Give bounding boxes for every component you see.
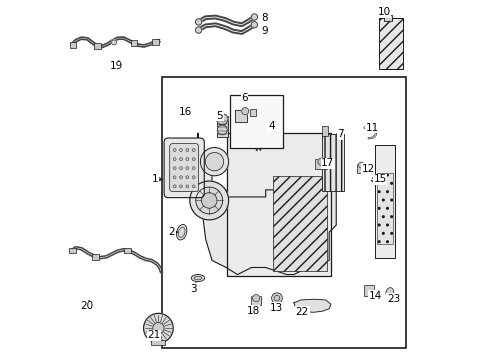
- Circle shape: [195, 19, 202, 25]
- Bar: [226, 134, 330, 276]
- Circle shape: [143, 313, 173, 343]
- Circle shape: [179, 176, 182, 179]
- Text: 15: 15: [372, 174, 386, 184]
- Bar: [364, 285, 374, 296]
- Circle shape: [251, 22, 257, 28]
- Bar: [81, 303, 89, 310]
- Text: 8: 8: [261, 13, 268, 23]
- Text: 4: 4: [267, 121, 274, 131]
- Text: 19: 19: [110, 62, 123, 71]
- Circle shape: [152, 323, 164, 334]
- Text: 5: 5: [216, 111, 223, 121]
- Text: 22: 22: [295, 307, 308, 317]
- Text: 9: 9: [261, 26, 268, 36]
- Text: 21: 21: [147, 330, 161, 340]
- Bar: [69, 42, 76, 48]
- Text: 14: 14: [367, 291, 381, 301]
- Circle shape: [185, 149, 188, 152]
- Bar: [322, 134, 343, 190]
- Bar: [130, 40, 137, 46]
- Text: 2: 2: [168, 227, 175, 237]
- Bar: [161, 77, 405, 348]
- Circle shape: [179, 185, 182, 188]
- Circle shape: [192, 176, 195, 179]
- Ellipse shape: [178, 227, 184, 237]
- Text: 23: 23: [386, 293, 399, 303]
- Bar: [234, 111, 246, 122]
- Text: 13: 13: [269, 303, 282, 313]
- Circle shape: [271, 293, 282, 303]
- FancyBboxPatch shape: [169, 144, 198, 192]
- Bar: [322, 126, 327, 136]
- Circle shape: [252, 294, 259, 302]
- Bar: [272, 176, 327, 271]
- Circle shape: [217, 125, 227, 135]
- Text: 7: 7: [336, 129, 343, 139]
- Bar: [378, 18, 402, 69]
- Circle shape: [173, 185, 176, 188]
- Circle shape: [192, 167, 195, 170]
- Circle shape: [200, 148, 228, 176]
- Circle shape: [195, 27, 202, 33]
- Bar: [249, 109, 256, 116]
- Bar: [374, 145, 395, 258]
- Text: 12: 12: [361, 164, 374, 174]
- Bar: [94, 43, 101, 49]
- Text: 6: 6: [241, 93, 247, 103]
- Ellipse shape: [191, 275, 204, 282]
- Bar: [357, 164, 365, 173]
- Circle shape: [185, 167, 188, 170]
- Ellipse shape: [176, 224, 186, 240]
- Text: 3: 3: [189, 284, 196, 294]
- Circle shape: [173, 167, 176, 170]
- Circle shape: [179, 149, 182, 152]
- Circle shape: [241, 108, 248, 115]
- Circle shape: [195, 187, 222, 214]
- Circle shape: [274, 295, 279, 301]
- Circle shape: [185, 158, 188, 161]
- Circle shape: [192, 158, 195, 161]
- Circle shape: [173, 158, 176, 161]
- Bar: [230, 95, 282, 148]
- Text: 16: 16: [179, 107, 192, 117]
- Text: 1: 1: [152, 174, 159, 184]
- Circle shape: [173, 176, 176, 179]
- Bar: [124, 248, 130, 253]
- Circle shape: [185, 185, 188, 188]
- Bar: [217, 116, 227, 137]
- Circle shape: [173, 149, 176, 152]
- Circle shape: [185, 176, 188, 179]
- Circle shape: [201, 193, 217, 208]
- Bar: [69, 248, 75, 253]
- Circle shape: [111, 40, 116, 45]
- Bar: [92, 254, 99, 260]
- Circle shape: [205, 153, 223, 171]
- Circle shape: [192, 185, 195, 188]
- Bar: [151, 340, 165, 345]
- Circle shape: [216, 114, 227, 125]
- Ellipse shape: [385, 288, 393, 298]
- Bar: [314, 159, 327, 170]
- Text: 20: 20: [80, 301, 93, 311]
- Polygon shape: [198, 134, 336, 275]
- Circle shape: [251, 14, 257, 20]
- Circle shape: [179, 167, 182, 170]
- FancyBboxPatch shape: [164, 138, 204, 198]
- Circle shape: [179, 158, 182, 161]
- Text: 17: 17: [321, 158, 334, 168]
- Bar: [250, 296, 261, 305]
- Bar: [376, 173, 392, 243]
- Text: 10: 10: [377, 8, 390, 17]
- Ellipse shape: [194, 276, 202, 280]
- Bar: [383, 15, 391, 21]
- Text: 18: 18: [246, 306, 259, 315]
- Bar: [152, 39, 159, 45]
- Polygon shape: [293, 299, 330, 312]
- Circle shape: [358, 162, 364, 168]
- Circle shape: [192, 149, 195, 152]
- Circle shape: [317, 158, 324, 165]
- Text: 11: 11: [365, 123, 378, 133]
- Circle shape: [189, 181, 228, 220]
